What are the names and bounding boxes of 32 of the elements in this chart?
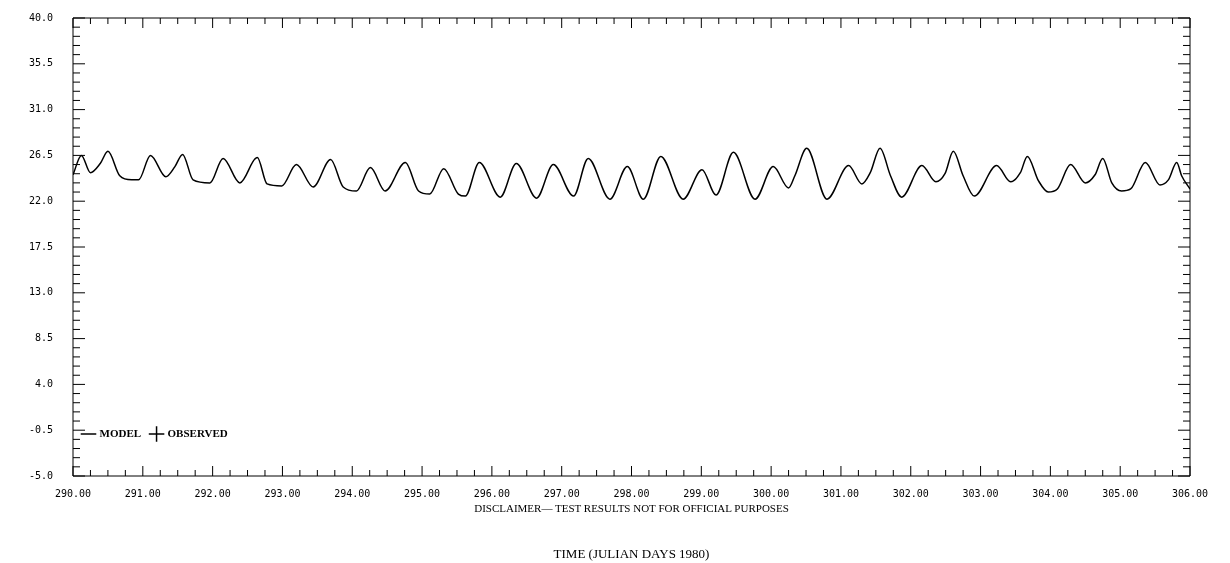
x-tick-label: 292.00 <box>194 487 231 499</box>
y-tick-label: 8.5 <box>34 332 53 344</box>
y-tick-label: 22.0 <box>28 194 53 206</box>
x-axis-title: TIME (JULIAN DAYS 1980) <box>553 545 710 561</box>
x-tick-label: 299.00 <box>683 487 720 499</box>
y-tick-label: 35.5 <box>28 57 53 69</box>
x-tick-label: 303.00 <box>962 487 999 499</box>
y-tick-label: -5.0 <box>28 469 53 481</box>
x-tick-label: 293.00 <box>264 487 301 499</box>
x-tick-label: 302.00 <box>892 487 929 499</box>
x-tick-label: 294.00 <box>334 487 371 499</box>
text: DISCLAIMER— TEST RESULTS NOT FOR OFFICIAL PURPOSES <box>474 502 789 515</box>
x-tick-label: 306.00 <box>1171 487 1209 499</box>
x-tick-label: 300.00 <box>753 487 790 499</box>
y-tick-label: 40.0 <box>28 11 53 23</box>
y-tick-label: 31.0 <box>28 103 53 115</box>
x-tick-label: 291.00 <box>124 487 161 499</box>
x-tick-label: 290.00 <box>54 487 92 499</box>
x-tick-label: 296.00 <box>473 487 510 499</box>
y-tick-label: -0.5 <box>28 423 53 435</box>
x-tick-label: 301.00 <box>822 487 859 499</box>
y-tick-label: 13.0 <box>28 286 53 298</box>
x-tick-label: 304.00 <box>1032 487 1069 499</box>
legend-label: OBSERVED <box>167 426 228 439</box>
legend-label: MODEL <box>99 426 142 439</box>
x-tick-label: 298.00 <box>613 487 650 499</box>
y-tick-label: 4.0 <box>34 377 53 389</box>
x-tick-label: 295.00 <box>404 487 441 499</box>
y-tick-label: 17.5 <box>28 240 53 252</box>
y-tick-label: 26.5 <box>28 148 53 160</box>
x-tick-label: 305.00 <box>1102 487 1139 499</box>
x-tick-label: 297.00 <box>543 487 580 499</box>
